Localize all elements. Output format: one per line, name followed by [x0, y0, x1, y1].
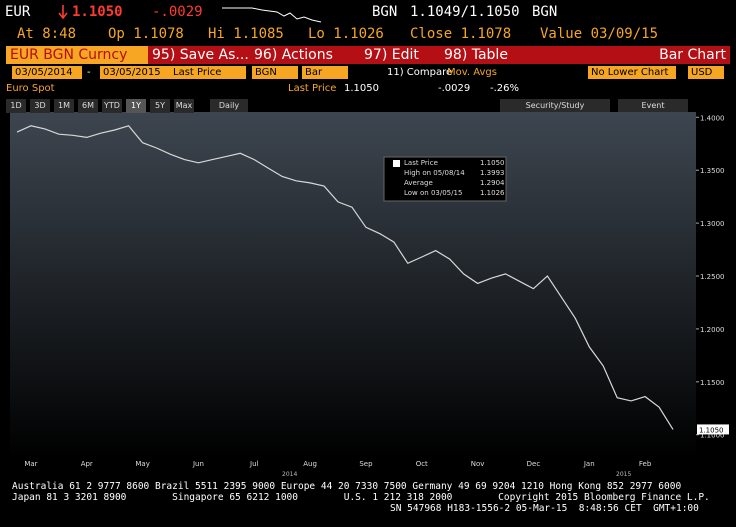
footer-line: Australia 61 2 9777 8600 Brazil 5511 239… [12, 481, 682, 492]
legend: Last Price 1.1050 High on 05/08/14 1.399… [383, 156, 507, 202]
y-tick-label: 1.4000 [700, 114, 725, 122]
legend-label: Low on 03/05/15 [404, 189, 462, 197]
bid-ask: 1.1049/1.1050 [410, 4, 520, 20]
y-tick-label: 1.1500 [700, 379, 725, 387]
summary-pct: -.26% [490, 83, 520, 94]
footer-line: SN 547968 H183-1556-2 05-Mar-15 8:48:56 … [390, 503, 699, 514]
start-date[interactable]: 03/05/2014 [12, 66, 82, 79]
legend-value: 1.1050 [480, 159, 505, 167]
legend-value: 1.1026 [480, 189, 505, 197]
event-button[interactable]: Event [618, 99, 688, 113]
period-button[interactable]: YTD [102, 99, 122, 113]
x-tick-label: May [135, 460, 149, 468]
period-button[interactable]: 5Y [150, 99, 170, 113]
dash: - [87, 67, 91, 78]
last-tag: 1.1050 [699, 426, 724, 434]
summary-last: 1.1050 [344, 83, 379, 94]
period-button[interactable]: 1D [6, 99, 26, 113]
y-tick-label: 1.3500 [700, 167, 725, 175]
price-line [16, 125, 674, 430]
x-tick-label: Mar [24, 460, 37, 468]
y-tick-label: 1.2000 [700, 326, 725, 334]
security-field[interactable]: EUR BGN Curncy [6, 46, 148, 64]
legend-label: Average [404, 179, 433, 187]
field-select[interactable]: Last Price [170, 66, 246, 79]
x-tick-label: Aug [303, 460, 317, 468]
last-tag-box [697, 424, 729, 435]
legend-label: High on 05/08/14 [404, 169, 465, 177]
table-button[interactable]: 98) Table [440, 46, 528, 64]
lower-chart[interactable]: No Lower Chart [588, 66, 676, 79]
period-button[interactable]: 1M [54, 99, 74, 113]
period-button[interactable]: 1Y [126, 99, 146, 113]
open: Op 1.1078 [108, 26, 184, 42]
x-tick-label: Sep [359, 460, 373, 468]
legend-label: Last Price [404, 159, 438, 167]
year-label: 2015 [616, 471, 631, 478]
plot-area [10, 112, 696, 458]
y-tick-label: 1.3000 [700, 220, 725, 228]
x-tick-label: Apr [81, 460, 93, 468]
frequency-select[interactable]: Daily [210, 99, 248, 113]
edit-menu[interactable]: 97) Edit [360, 46, 442, 64]
change: -.0029 [152, 4, 203, 20]
summary-field: Last Price [288, 83, 337, 94]
quote-currency: BGN [532, 4, 558, 20]
ticker: EUR [5, 4, 31, 20]
summary-change: -.0029 [438, 83, 471, 94]
period-button[interactable]: 3D [30, 99, 50, 113]
footer-line: Japan 81 3 3201 8900 Singapore 65 6212 1… [12, 492, 710, 503]
last-price: 1.1050 [72, 4, 123, 20]
period-button[interactable]: Max [174, 99, 194, 113]
close: Close 1.1078 [410, 26, 512, 42]
studies[interactable]: Mov. Avgs [447, 67, 497, 78]
style-select[interactable]: Bar [302, 66, 348, 79]
quote-currency: BGN [372, 4, 398, 20]
x-tick-label: Jan [583, 460, 595, 468]
y-tick-label: 1.2500 [700, 273, 725, 281]
sparkline [222, 7, 322, 23]
chart-type: Bar Chart [526, 46, 730, 64]
security-name: Euro Spot [6, 83, 55, 94]
compare[interactable]: 11) Compare [387, 67, 453, 78]
x-tick-label: Jun [192, 460, 204, 468]
x-tick-label: Feb [639, 460, 652, 468]
time: At 8:48 [17, 26, 77, 42]
down-arrow [58, 5, 68, 19]
high: Hi 1.1085 [208, 26, 284, 42]
x-tick-label: Dec [527, 460, 541, 468]
currency-select[interactable]: BGN [252, 66, 298, 79]
save-button[interactable]: 95) Save As... [148, 46, 252, 64]
study-button[interactable]: Security/Study [500, 99, 610, 113]
x-tick-label: Oct [416, 460, 428, 468]
period-button[interactable]: 6M [78, 99, 98, 113]
x-tick-label: Nov [471, 460, 485, 468]
chart: Last Price 1.1050 High on 05/08/14 1.399… [10, 112, 729, 478]
year-label: 2014 [282, 471, 297, 478]
y-tick-label: 1.1000 [700, 432, 725, 440]
fx-select[interactable]: USD [688, 66, 724, 79]
value-date: Value 03/09/15 [540, 26, 659, 42]
x-tick-label: Jul [249, 460, 259, 468]
end-date[interactable]: 03/05/2015 [100, 66, 170, 79]
actions-menu[interactable]: 96) Actions [250, 46, 362, 64]
legend-value: 1.3993 [480, 169, 505, 177]
low: Lo 1.1026 [308, 26, 384, 42]
legend-value: 1.2904 [480, 179, 505, 187]
